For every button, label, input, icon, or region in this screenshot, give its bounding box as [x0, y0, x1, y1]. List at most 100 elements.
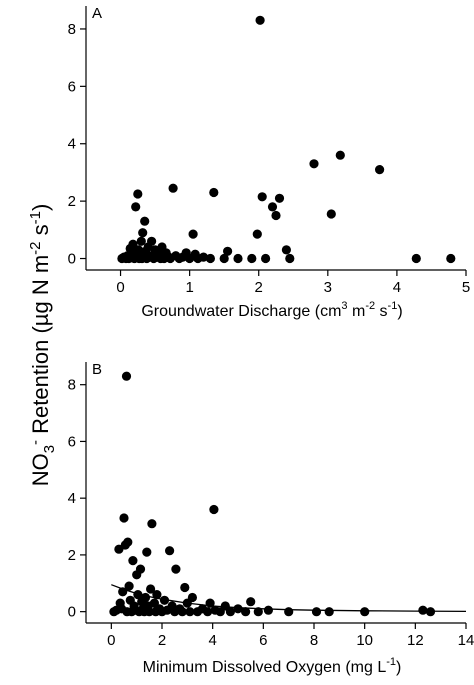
panel-b: B 0 2 4 6 8 0 2 4 6 8 10 12 14 Minimum Dissolved Oxy…	[68, 361, 474, 676]
panel-b-data-point	[159, 595, 170, 605]
panel-b-x-tick-label: 6	[259, 632, 267, 649]
ylabel-base: NO	[28, 453, 53, 486]
panel-a-data-point	[261, 253, 271, 264]
panel-a-points	[117, 15, 456, 264]
panel-b-y-tick-label: 6	[68, 433, 76, 450]
panel-b-data-point	[253, 607, 263, 617]
panel-a-x-tick-label: 0	[116, 279, 124, 296]
ylabel-sub: 3	[41, 445, 58, 453]
ylabel-close: )	[28, 204, 53, 211]
panel-a-y-tick-label: 8	[68, 21, 76, 38]
ylabel-mid: Retention (µg N m	[28, 255, 53, 440]
xlabel-a-sup3: 3	[341, 300, 347, 312]
ylabel-sup-m2: -2	[27, 242, 44, 255]
panel-b-x-tick-label: 12	[407, 632, 424, 649]
panel-a-data-point	[168, 183, 178, 193]
panel-a-data-point	[335, 150, 345, 160]
panel-b-letter: B	[92, 361, 102, 378]
panel-b-data-point	[246, 597, 256, 607]
panel-a-x-tick-label: 5	[462, 279, 470, 296]
panel-a-y-tick-label: 0	[68, 251, 76, 268]
ylabel-s: s	[28, 224, 53, 241]
panel-b-data-point	[142, 547, 152, 557]
panel-a-data-point	[247, 253, 257, 264]
panel-b-data-point	[263, 605, 273, 615]
panel-b-data-point	[152, 590, 162, 600]
ylabel-sup-1: -1	[27, 211, 44, 224]
panel-a-x-tick-label: 3	[324, 279, 332, 296]
panel-b-data-point	[233, 604, 243, 614]
panel-b-data-point	[284, 607, 294, 617]
panel-a-data-point	[271, 210, 281, 221]
xlabel-a-sup1: -1	[388, 300, 398, 312]
panel-b-data-point	[140, 592, 151, 603]
panel-a-data-point	[219, 253, 229, 264]
panel-a-data-point	[138, 228, 148, 238]
shared-y-axis-label: NO3- Retention (µg N m-2 s-1)	[27, 204, 58, 487]
panel-b-data-point	[187, 592, 197, 603]
panel-a-data-point	[128, 239, 138, 249]
panel-b-data-point	[144, 607, 154, 617]
panel-b-data-point	[180, 582, 190, 593]
panel-a-axes: 0 2 4 6 8 0 1 2 3 4 5	[68, 6, 470, 296]
panel-b-data-point	[124, 581, 134, 591]
panel-a-data-point	[446, 253, 456, 264]
panel-b-data-point	[147, 519, 157, 529]
panel-a-data-point	[147, 236, 157, 246]
panel-a-letter: A	[92, 5, 102, 22]
panel-b-y-tick-label: 4	[68, 490, 76, 507]
panel-b-data-point	[133, 590, 143, 600]
panel-b-data-point	[146, 584, 156, 594]
ylabel-sup-minus: -	[27, 440, 44, 445]
panel-b-y-tick-label: 2	[68, 547, 76, 564]
xlabel-a-supm2: -2	[365, 300, 375, 312]
panel-b-data-point	[418, 605, 428, 615]
panel-b-x-tick-label: 10	[356, 632, 373, 649]
panel-b-x-tick-label: 0	[107, 632, 115, 649]
panel-b-y-tick-label: 0	[68, 604, 76, 621]
panel-a-data-point	[252, 229, 262, 239]
panel-a-x-tick-label: 2	[255, 279, 263, 296]
xlabel-b-sup1: -1	[386, 656, 396, 668]
panel-b-data-point	[119, 513, 129, 523]
panel-b-data-point	[225, 607, 235, 617]
panel-b-data-point	[360, 607, 370, 617]
panel-a-data-point	[267, 202, 278, 212]
panel-a-data-point	[309, 159, 319, 169]
panel-b-y-tick-label: 8	[68, 377, 76, 394]
xlabel-b-text: Minimum Dissolved Oxygen (mg L	[143, 659, 387, 676]
panel-b-x-tick-label: 2	[158, 632, 166, 649]
panel-b-data-point	[118, 587, 128, 597]
panel-b-x-tick-label: 4	[208, 632, 216, 649]
panel-b-data-point	[171, 564, 181, 574]
xlabel-a-m: m	[348, 303, 366, 320]
panel-a-data-point	[257, 192, 267, 202]
panel-a-data-point	[233, 253, 243, 264]
panel-b-data-point	[123, 537, 133, 547]
panel-a-data-point	[223, 246, 233, 256]
panel-a-data-point	[411, 253, 421, 264]
panel-a-y-tick-label: 6	[68, 78, 76, 95]
panel-a-data-point	[274, 193, 285, 203]
panel-b-axes: 0 2 4 6 8 0 2 4 6 8 10 12 14	[68, 362, 474, 649]
panel-a-data-point	[140, 216, 150, 226]
panel-b-data-point	[425, 607, 436, 617]
xlabel-a-text: Groundwater Discharge (cm	[141, 303, 341, 320]
xlabel-b-close: )	[396, 659, 401, 676]
panel-a-data-point	[131, 202, 141, 212]
panel-b-data-point	[165, 546, 175, 556]
panel-b-data-point	[135, 564, 146, 574]
panel-b-data-point	[311, 607, 322, 617]
panel-a-data-point	[188, 229, 198, 239]
panel-b-data-point	[203, 607, 213, 617]
panel-a-data-point	[133, 189, 143, 199]
panel-a-data-point	[198, 252, 209, 262]
panel-b-x-tick-label: 14	[458, 632, 474, 649]
panel-a-y-tick-label: 2	[68, 193, 76, 210]
panel-a-data-point	[326, 209, 336, 219]
panel-a-data-point	[136, 236, 146, 246]
xlabel-a-close: )	[397, 303, 402, 320]
panel-a-x-axis-label: Groundwater Discharge (cm3 m-2 s-1)	[141, 300, 402, 320]
